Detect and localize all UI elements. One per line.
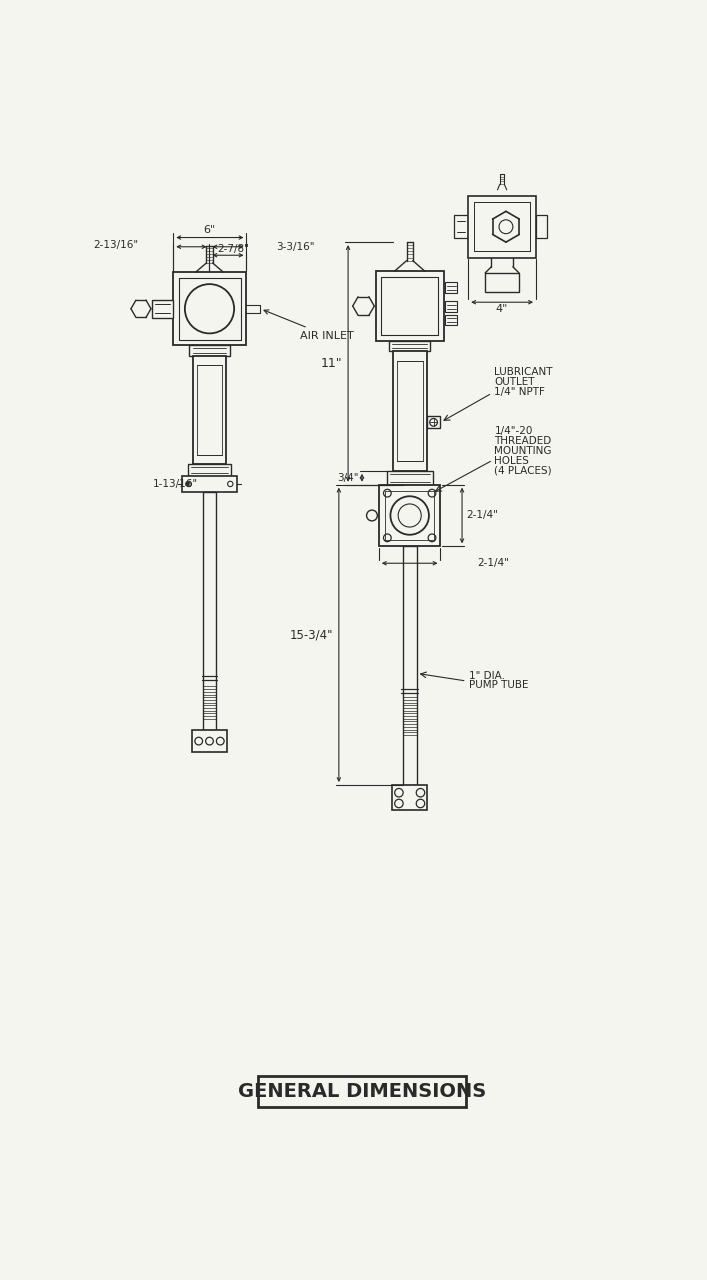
Text: 3/4": 3/4" bbox=[337, 472, 359, 483]
Bar bbox=[393, 352, 426, 471]
Bar bbox=[192, 731, 227, 751]
Text: PUMP TUBE: PUMP TUBE bbox=[469, 680, 529, 690]
Circle shape bbox=[383, 534, 391, 541]
Circle shape bbox=[416, 788, 425, 797]
Circle shape bbox=[428, 534, 436, 541]
Circle shape bbox=[398, 504, 421, 527]
Bar bbox=[258, 1076, 466, 1107]
Bar bbox=[485, 273, 519, 292]
Text: 11": 11" bbox=[320, 357, 342, 370]
Bar bbox=[536, 215, 547, 238]
Circle shape bbox=[186, 481, 192, 486]
Circle shape bbox=[499, 220, 513, 234]
Bar bbox=[189, 346, 230, 356]
Text: LUBRICANT: LUBRICANT bbox=[494, 367, 553, 378]
Bar bbox=[379, 485, 440, 547]
Bar bbox=[387, 471, 433, 485]
Circle shape bbox=[228, 481, 233, 486]
Bar bbox=[182, 476, 238, 492]
Bar bbox=[426, 416, 440, 429]
Text: 2-1/4": 2-1/4" bbox=[466, 511, 498, 521]
Text: 2-13/16": 2-13/16" bbox=[93, 241, 139, 250]
Bar bbox=[392, 785, 428, 810]
Circle shape bbox=[383, 489, 391, 497]
Circle shape bbox=[395, 799, 403, 808]
Text: 1/4" NPTF: 1/4" NPTF bbox=[494, 388, 545, 397]
Bar bbox=[468, 196, 536, 257]
Bar bbox=[445, 301, 457, 312]
Bar bbox=[455, 215, 468, 238]
Bar bbox=[445, 315, 457, 325]
Bar bbox=[193, 356, 226, 463]
Text: HOLES: HOLES bbox=[494, 456, 530, 466]
Text: THREADED: THREADED bbox=[494, 435, 551, 445]
Text: MOUNTING: MOUNTING bbox=[494, 445, 552, 456]
Circle shape bbox=[216, 737, 224, 745]
Text: 2-1/4": 2-1/4" bbox=[477, 558, 509, 568]
Bar bbox=[403, 547, 416, 785]
Text: (4 PLACES): (4 PLACES) bbox=[494, 466, 552, 476]
Text: 1" DIA.: 1" DIA. bbox=[469, 671, 505, 681]
Circle shape bbox=[195, 737, 203, 745]
Bar bbox=[445, 282, 457, 293]
Text: AIR INLET: AIR INLET bbox=[264, 310, 354, 340]
Circle shape bbox=[395, 788, 403, 797]
Text: 3-3/16": 3-3/16" bbox=[276, 242, 314, 252]
Bar bbox=[152, 300, 173, 317]
Circle shape bbox=[366, 511, 378, 521]
Text: 15-3/4": 15-3/4" bbox=[289, 628, 333, 641]
Bar bbox=[376, 271, 443, 340]
Circle shape bbox=[416, 799, 425, 808]
Text: 1-13/16": 1-13/16" bbox=[153, 479, 198, 489]
Text: OUTLET: OUTLET bbox=[494, 378, 535, 388]
Circle shape bbox=[185, 284, 234, 333]
Text: GENERAL DIMENSIONS: GENERAL DIMENSIONS bbox=[238, 1082, 486, 1101]
Bar bbox=[389, 340, 431, 352]
Text: 2-7/8": 2-7/8" bbox=[218, 244, 250, 253]
Text: 6": 6" bbox=[204, 225, 216, 234]
Bar bbox=[204, 492, 216, 731]
Text: 1/4"-20: 1/4"-20 bbox=[494, 426, 533, 435]
Circle shape bbox=[390, 497, 429, 535]
Bar bbox=[173, 273, 247, 346]
Circle shape bbox=[430, 419, 438, 426]
Circle shape bbox=[206, 737, 214, 745]
Circle shape bbox=[428, 489, 436, 497]
Text: 4": 4" bbox=[496, 305, 508, 314]
Bar bbox=[188, 463, 231, 476]
